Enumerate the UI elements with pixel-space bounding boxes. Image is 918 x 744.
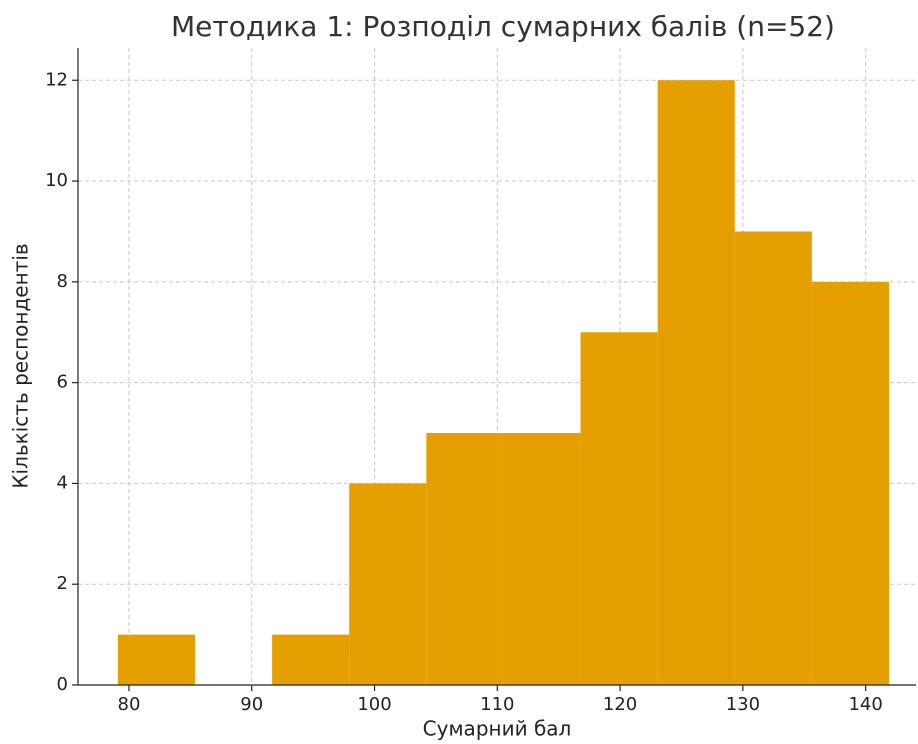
y-tick-label: 10 <box>45 170 68 191</box>
y-tick-label: 4 <box>57 472 68 493</box>
x-tick-label: 110 <box>480 694 514 715</box>
y-tick-label: 12 <box>45 69 68 90</box>
bar <box>426 433 504 685</box>
x-axis-label: Сумарний бал <box>423 717 572 741</box>
chart-title: Методика 1: Розподіл сумарних балів (n=5… <box>171 10 835 43</box>
x-tick-label: 100 <box>357 694 391 715</box>
bar <box>272 634 350 685</box>
bar <box>811 281 889 685</box>
bar <box>580 332 658 685</box>
x-tick-label: 90 <box>240 694 263 715</box>
y-tick-label: 0 <box>57 674 68 695</box>
y-axis-label: Кількість респондентів <box>9 243 33 488</box>
x-tick-label: 80 <box>118 694 141 715</box>
bar <box>657 80 735 685</box>
bar <box>117 634 196 685</box>
bar <box>734 231 812 685</box>
bar <box>503 433 581 685</box>
x-tick-label: 130 <box>726 694 760 715</box>
x-tick-label: 140 <box>848 694 882 715</box>
y-tick-label: 6 <box>57 372 68 393</box>
x-tick-label: 120 <box>603 694 637 715</box>
bar <box>349 483 427 685</box>
y-tick-label: 8 <box>57 271 68 292</box>
y-tick-label: 2 <box>57 573 68 594</box>
